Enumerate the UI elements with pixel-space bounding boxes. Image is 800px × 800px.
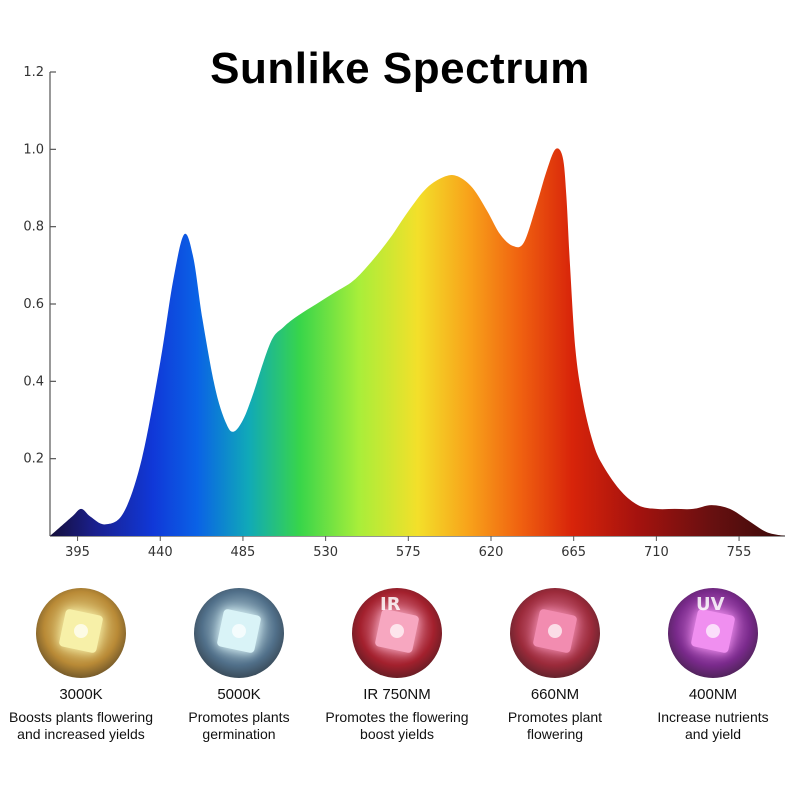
- led-legend: 3000K Boosts plants flowering and increas…: [0, 588, 800, 798]
- y-axis-ticks: 0.2 0.4 0.6 0.8 1.0 1.2: [23, 65, 56, 467]
- led-chip-icon: UV: [668, 588, 758, 678]
- y-tick-label: 1.0: [23, 142, 44, 157]
- x-tick-label: 665: [561, 545, 586, 560]
- led-chip-icon: [194, 588, 284, 678]
- led-ir-750nm: IR IR 750NM Promotes the flowering boost …: [322, 588, 472, 743]
- led-name: IR 750NM: [363, 686, 431, 703]
- x-tick-label: 575: [396, 545, 421, 560]
- x-tick-label: 620: [479, 545, 504, 560]
- led-name: 3000K: [59, 686, 103, 703]
- x-tick-label: 755: [727, 545, 752, 560]
- x-tick-label: 530: [313, 545, 338, 560]
- x-tick-label: 395: [65, 545, 90, 560]
- led-description: Promotes plants germination: [188, 709, 290, 742]
- x-tick-label: 710: [644, 545, 669, 560]
- led-description: Promotes the flowering boost yields: [325, 709, 469, 742]
- led-name: 660NM: [530, 686, 580, 703]
- y-tick-label: 1.2: [23, 65, 44, 80]
- led-chip-icon: IR: [352, 588, 442, 678]
- led-name: 400NM: [688, 686, 738, 703]
- chart-title: Sunlike Spectrum: [210, 44, 590, 93]
- led-description: Promotes plant flowering: [507, 709, 603, 742]
- x-tick-label: 485: [231, 545, 256, 560]
- x-tick-label: 440: [148, 545, 173, 560]
- spectrum-chart: 0.2 0.4 0.6 0.8 1.0 1.2 395 440 485 530 575 620 665…: [23, 65, 785, 560]
- led-name: 5000K: [217, 686, 261, 703]
- led-chip-icon: [36, 588, 126, 678]
- led-description: Increase nutrients and yield: [657, 709, 769, 742]
- y-tick-label: 0.2: [23, 452, 44, 467]
- spectrum-area: [50, 148, 785, 536]
- y-tick-label: 0.6: [23, 297, 44, 312]
- y-tick-label: 0.4: [23, 374, 44, 389]
- plot-area: [50, 148, 785, 536]
- led-660nm: 660NM Promotes plant flowering: [480, 588, 630, 743]
- led-5000k: 5000K Promotes plants germination: [164, 588, 314, 743]
- led-3000k: 3000K Boosts plants flowering and increas…: [6, 588, 156, 743]
- led-chip-icon: [510, 588, 600, 678]
- led-400nm: UV 400NM Increase nutrients and yield: [638, 588, 788, 743]
- y-tick-label: 0.8: [23, 220, 44, 235]
- x-axis-ticks: 395 440 485 530 575 620 665 710 755: [65, 536, 751, 560]
- led-description: Boosts plants flowering and increased yie…: [9, 709, 153, 742]
